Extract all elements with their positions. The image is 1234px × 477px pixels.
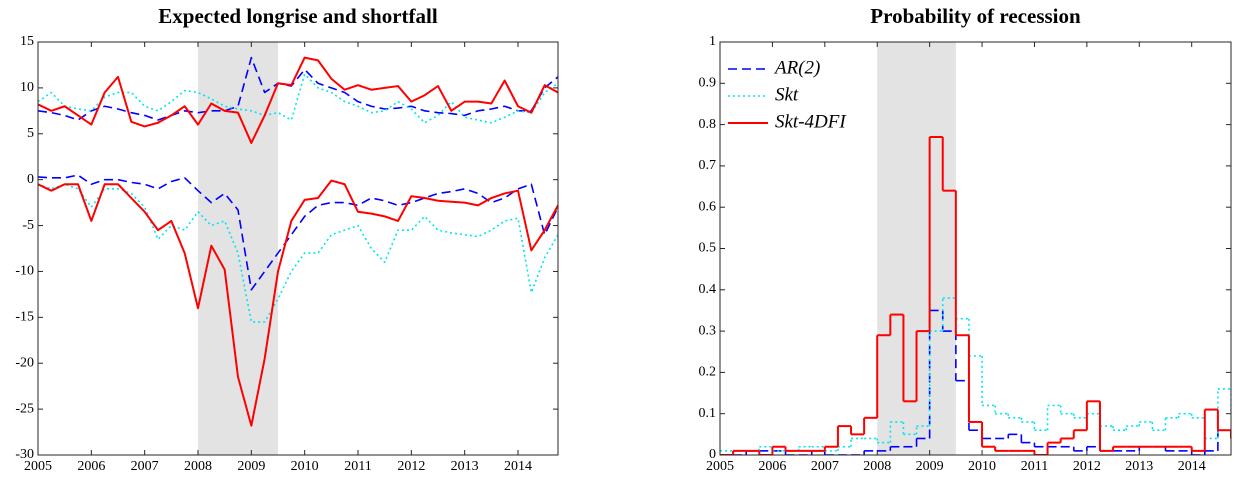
plot-area	[720, 135, 1231, 455]
x-tick-label: 2008	[863, 459, 891, 474]
series-line	[38, 179, 558, 427]
legend-label: Skt	[775, 84, 799, 105]
series-line	[38, 73, 558, 124]
y-tick-label: 0.2	[699, 365, 717, 380]
x-tick-label: 2007	[811, 459, 839, 474]
x-tick-label: 2014	[1178, 459, 1206, 474]
x-tick-label: 2009	[237, 459, 265, 474]
x-tick-label: 2012	[397, 459, 425, 474]
y-tick-label: 0	[709, 447, 716, 462]
y-tick-label: 0.8	[699, 117, 717, 132]
x-tick-label: 2013	[451, 459, 479, 474]
y-tick-label: -20	[15, 355, 34, 370]
step-riser	[745, 310, 1231, 455]
x-tick-label: 2006	[77, 459, 105, 474]
panel: Expected longrise and shortfall -30 -25 -20…	[15, 4, 559, 474]
axes-background	[720, 42, 1231, 455]
series-line	[38, 183, 558, 323]
x-tick-label: 2005	[706, 459, 734, 474]
y-tick-label: -30	[15, 447, 34, 462]
x-tick-label: 2013	[1125, 459, 1153, 474]
legend-label: AR(2)	[773, 57, 820, 78]
x-tick-label: 2009	[916, 459, 944, 474]
x-tick-label: 2011	[1021, 459, 1048, 474]
x-tick-label: 2008	[184, 459, 212, 474]
x-tick-label: 2005	[24, 459, 52, 474]
axes-background	[38, 42, 558, 455]
y-tick-label: 10	[20, 80, 34, 95]
chart-title: Probability of recession	[870, 4, 1081, 28]
chart-title: Expected longrise and shortfall	[158, 4, 438, 28]
plot-area	[38, 56, 558, 427]
y-tick-label: -10	[15, 264, 34, 279]
y-tick-label: -25	[15, 401, 34, 416]
y-tick-label: -5	[22, 218, 34, 233]
x-tick-label: 2007	[131, 459, 159, 474]
x-tick-label: 2010	[291, 459, 319, 474]
y-tick-label: 0.4	[699, 282, 717, 297]
y-tick-label: 1	[709, 34, 716, 49]
series-line	[38, 56, 558, 121]
y-tick-label: 0	[27, 172, 34, 187]
panel: Probability of recession 0 0.1 0.2 0.3 0.4 0.5…	[699, 4, 1232, 474]
y-tick-label: 0.1	[699, 406, 717, 421]
y-tick-label: 0.6	[699, 199, 717, 214]
y-tick-label: 15	[20, 34, 34, 49]
y-tick-label: 5	[27, 126, 34, 141]
x-tick-label: 2011	[344, 459, 371, 474]
y-tick-label: -15	[15, 310, 34, 325]
x-tick-label: 2014	[504, 459, 532, 474]
series-line	[38, 56, 558, 144]
x-tick-label: 2010	[968, 459, 996, 474]
axes-frame	[37, 41, 559, 456]
x-tick-label: 2006	[758, 459, 786, 474]
y-tick-label: 0.5	[699, 241, 717, 256]
y-tick-label: 0.9	[699, 76, 717, 91]
y-tick-label: 0.7	[699, 158, 717, 173]
y-tick-label: 0.3	[699, 323, 717, 338]
x-tick-label: 2012	[1073, 459, 1101, 474]
legend-label: Skt-4DFI	[775, 111, 847, 132]
axes-frame	[719, 41, 1232, 456]
series-line	[38, 174, 558, 291]
